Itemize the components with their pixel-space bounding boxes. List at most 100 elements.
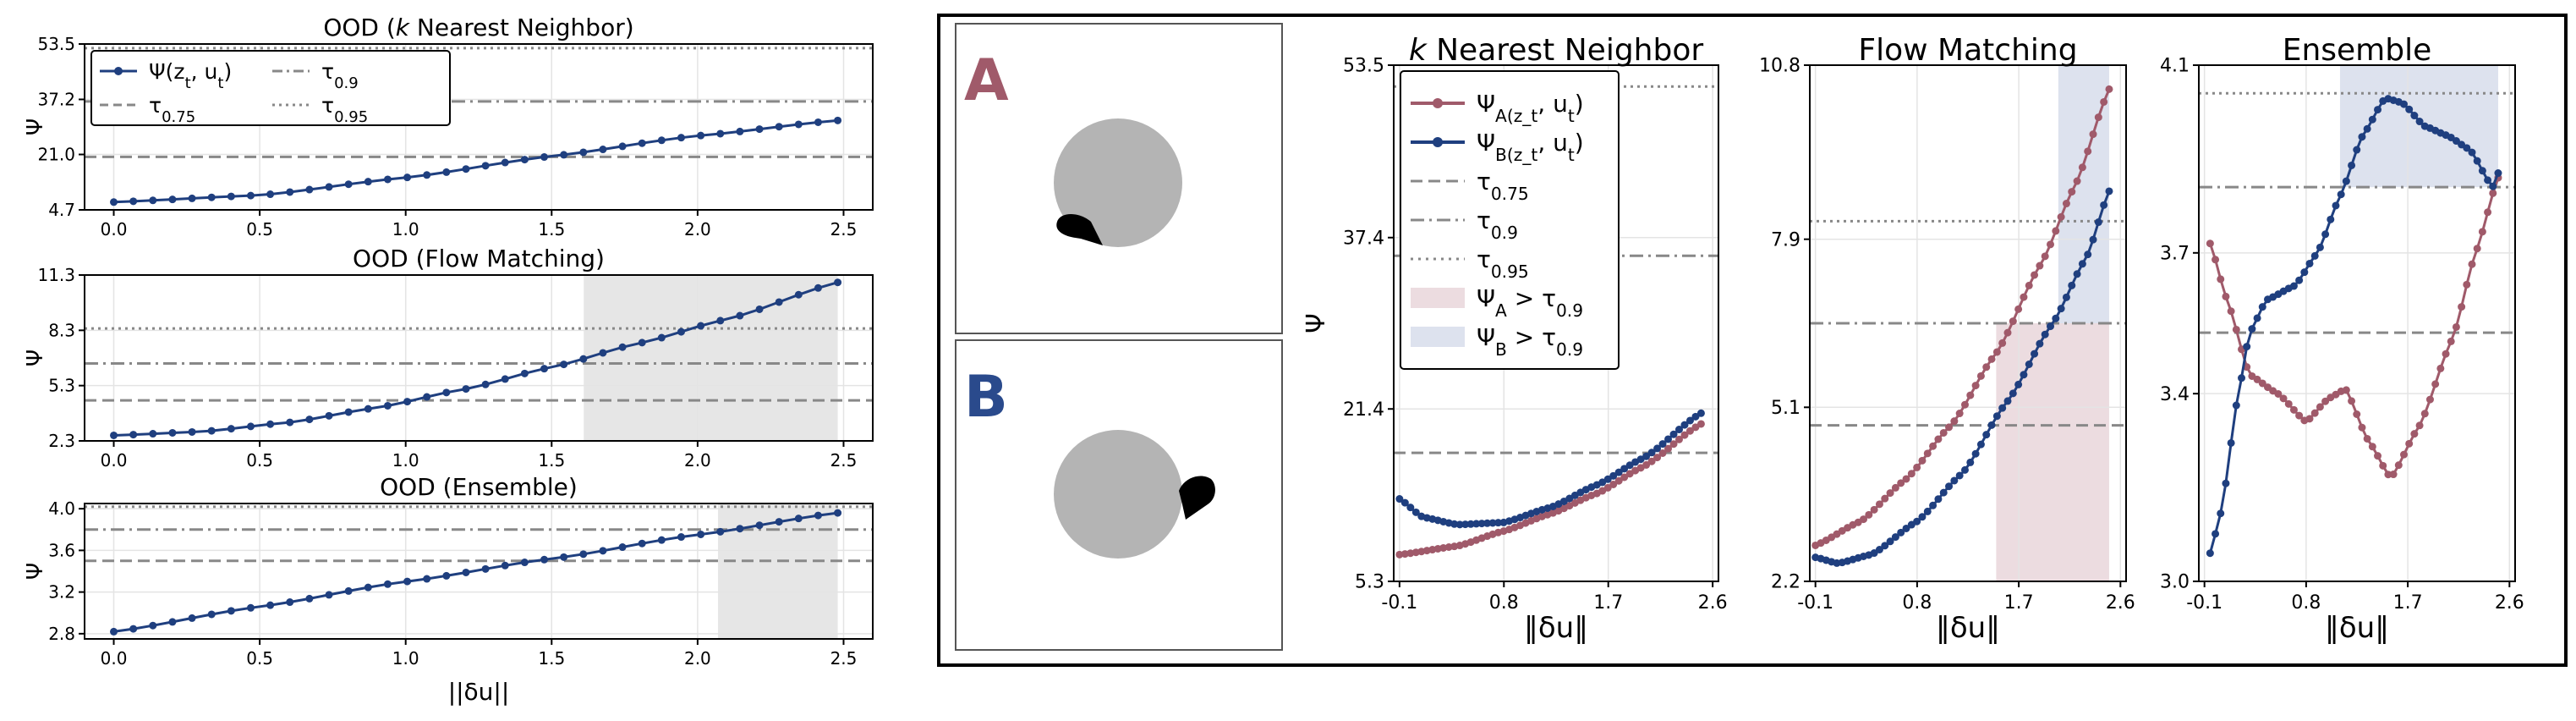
y-axis-label: Ψ	[23, 349, 48, 366]
data-point	[1881, 494, 1889, 503]
data-point	[1472, 520, 1481, 528]
data-point	[794, 515, 803, 523]
data-point	[775, 123, 783, 131]
data-point	[2084, 147, 2092, 156]
data-point	[2047, 240, 2055, 249]
data-point	[1603, 483, 1612, 492]
data-point	[1886, 489, 1894, 498]
data-point	[1992, 348, 2001, 356]
data-point	[2238, 374, 2246, 383]
data-point	[2003, 328, 2012, 337]
data-point	[2478, 228, 2486, 236]
data-point	[2009, 317, 2017, 326]
data-point	[1960, 400, 1969, 409]
data-point	[1691, 423, 1700, 432]
x-tick-label: 1.0	[392, 219, 419, 239]
data-point	[2289, 282, 2298, 290]
data-point	[325, 183, 333, 191]
data-point	[2420, 410, 2429, 418]
data-point	[2253, 375, 2261, 383]
x-tick-label: 0.8	[1489, 592, 1519, 614]
data-point	[1897, 479, 1905, 487]
data-point	[364, 178, 372, 186]
data-point	[1680, 431, 1689, 439]
data-point	[2003, 397, 2012, 405]
x-axis-label: ‖δu‖	[1524, 611, 1588, 645]
legend-series-marker	[1433, 137, 1443, 147]
data-point	[2489, 182, 2497, 190]
data-point	[1488, 519, 1497, 527]
y-tick-label: 53.5	[37, 34, 75, 54]
tail-b-icon	[1179, 476, 1215, 520]
data-point	[423, 171, 431, 179]
data-point	[2212, 530, 2220, 538]
data-point	[2279, 394, 2288, 403]
data-point	[1647, 449, 1656, 457]
data-point	[266, 420, 275, 428]
data-point	[618, 343, 627, 351]
data-point	[2478, 167, 2486, 175]
data-point	[383, 401, 392, 410]
y-tick-label: 2.8	[48, 624, 75, 644]
data-point	[1950, 476, 1959, 485]
data-point	[2057, 212, 2065, 221]
data-point	[834, 278, 842, 287]
data-point	[2363, 434, 2371, 443]
x-tick-label: 2.6	[2495, 592, 2524, 614]
x-tick-label: 1.0	[392, 648, 419, 669]
y-tick-label: 3.7	[2160, 244, 2190, 265]
data-point	[1913, 517, 1921, 526]
data-point	[2068, 188, 2076, 196]
data-point	[579, 355, 588, 363]
data-point	[1669, 430, 1678, 438]
data-point	[1913, 463, 1921, 471]
data-point	[1971, 449, 1980, 458]
data-point	[383, 175, 392, 184]
data-point	[1494, 519, 1503, 527]
data-point	[2405, 105, 2414, 113]
data-point	[2321, 397, 2330, 405]
data-point	[1664, 435, 1673, 443]
data-point	[2217, 509, 2225, 518]
data-point	[579, 148, 588, 157]
data-point	[149, 621, 157, 630]
data-point	[2258, 379, 2266, 388]
data-point	[2062, 293, 2070, 301]
data-point	[2014, 380, 2023, 388]
data-point	[2025, 360, 2033, 368]
shaded-region	[1996, 323, 2109, 581]
data-point	[1886, 537, 1894, 546]
legend-label-psiA: ΨA(z_t, ut)	[1477, 90, 1584, 126]
x-axis-label: ‖δu‖	[2325, 611, 2389, 645]
data-point	[1939, 488, 1948, 497]
data-point	[2232, 401, 2240, 410]
plot-area	[85, 275, 873, 441]
data-point	[227, 607, 235, 615]
right-panel-frame	[937, 14, 2568, 667]
data-point	[1918, 513, 1927, 521]
data-point	[1881, 542, 1889, 550]
data-point	[1696, 409, 1705, 417]
data-point	[794, 290, 803, 299]
data-point	[462, 385, 470, 394]
data-point	[1603, 475, 1612, 483]
data-point	[462, 568, 470, 576]
data-point	[2342, 177, 2350, 185]
data-point	[1923, 507, 1932, 515]
data-point	[2447, 337, 2455, 345]
x-tick-label: 2.5	[830, 450, 858, 471]
data-point	[1466, 520, 1475, 528]
data-point	[2348, 161, 2356, 169]
data-point	[286, 418, 294, 427]
data-point	[677, 533, 685, 542]
data-point	[110, 198, 118, 206]
data-point	[305, 594, 314, 603]
data-point	[560, 360, 568, 369]
data-point	[266, 190, 275, 199]
data-point	[2243, 343, 2251, 351]
x-tick-label: 2.0	[684, 648, 711, 669]
data-point	[1971, 382, 1980, 390]
data-point	[462, 165, 470, 173]
data-point	[188, 194, 196, 202]
data-point	[1658, 440, 1667, 449]
